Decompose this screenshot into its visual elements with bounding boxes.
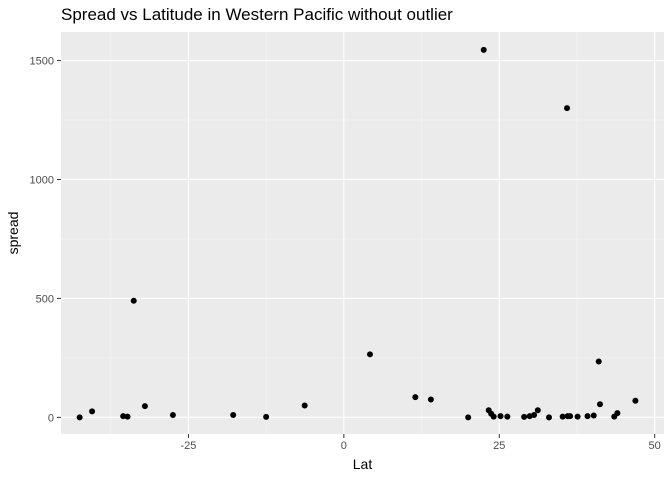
y-tick-label: 1000 bbox=[30, 174, 54, 186]
data-points bbox=[76, 46, 639, 421]
data-point bbox=[567, 413, 574, 420]
data-point bbox=[465, 414, 472, 421]
x-tick-label: 25 bbox=[493, 440, 505, 452]
y-axis-title: spread bbox=[5, 212, 21, 255]
chart-title: Spread vs Latitude in Western Pacific wi… bbox=[61, 5, 453, 24]
data-point bbox=[504, 413, 511, 420]
data-point bbox=[412, 394, 419, 401]
x-tick-label: -25 bbox=[180, 440, 196, 452]
data-point bbox=[76, 414, 83, 421]
data-point bbox=[521, 413, 528, 420]
data-point bbox=[596, 401, 603, 408]
data-point bbox=[531, 411, 538, 418]
data-point bbox=[545, 414, 552, 421]
y-tick-label: 0 bbox=[48, 412, 54, 424]
data-point bbox=[480, 46, 487, 53]
data-point bbox=[614, 410, 621, 417]
data-point bbox=[574, 413, 581, 420]
data-point bbox=[141, 403, 148, 410]
data-point bbox=[590, 412, 597, 419]
data-point bbox=[263, 413, 270, 420]
data-point bbox=[490, 413, 497, 420]
data-point bbox=[564, 105, 571, 112]
data-point bbox=[124, 413, 131, 420]
data-point bbox=[427, 396, 434, 403]
data-point bbox=[559, 413, 566, 420]
minor-gridlines bbox=[61, 32, 664, 434]
y-axis-ticks: 0 500 1000 1500 bbox=[30, 56, 61, 424]
data-point bbox=[120, 413, 127, 420]
y-tick-label: 500 bbox=[36, 293, 54, 305]
data-point bbox=[301, 402, 308, 409]
major-gridlines bbox=[61, 32, 664, 434]
plot-panel bbox=[61, 32, 664, 434]
x-tick-label: 0 bbox=[341, 440, 347, 452]
data-point bbox=[130, 297, 137, 304]
data-point bbox=[632, 397, 639, 404]
x-axis-ticks: -25 0 25 50 bbox=[180, 434, 661, 452]
x-tick-label: 50 bbox=[649, 440, 661, 452]
data-point bbox=[584, 413, 591, 420]
data-point bbox=[230, 411, 237, 418]
y-tick-label: 1500 bbox=[30, 56, 54, 68]
data-point bbox=[595, 358, 602, 365]
data-point bbox=[169, 411, 176, 418]
x-axis-title: Lat bbox=[353, 456, 373, 472]
data-point bbox=[534, 407, 541, 414]
data-point bbox=[89, 408, 96, 415]
data-point bbox=[497, 413, 504, 420]
data-point bbox=[366, 351, 373, 358]
